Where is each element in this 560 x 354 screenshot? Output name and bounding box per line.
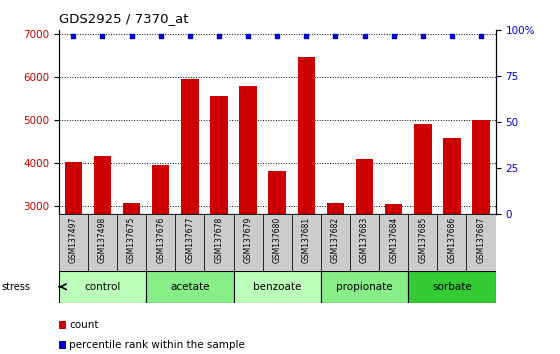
Bar (175, 214, 204, 271)
Bar (356, 159, 374, 214)
Point (127, 33, 136, 39)
Bar (181, 79, 199, 214)
Point (214, 33, 223, 39)
Bar (204, 214, 234, 271)
Point (447, 33, 456, 39)
Text: GSM137687: GSM137687 (477, 217, 486, 263)
Bar (263, 214, 292, 271)
Bar (437, 214, 466, 271)
Bar (123, 203, 141, 214)
Point (331, 33, 340, 39)
Bar (292, 214, 321, 271)
Bar (234, 271, 321, 303)
Text: stress: stress (1, 282, 30, 292)
Bar (321, 214, 350, 271)
Text: GSM137498: GSM137498 (98, 217, 107, 263)
Bar (94, 156, 111, 214)
Point (389, 33, 398, 39)
Bar (239, 86, 257, 214)
Text: GSM137686: GSM137686 (447, 217, 456, 263)
Bar (146, 271, 234, 303)
Bar (326, 204, 344, 214)
Bar (59, 271, 146, 303)
Text: GSM137679: GSM137679 (244, 217, 253, 263)
Text: GSM137680: GSM137680 (273, 217, 282, 263)
Point (302, 33, 311, 39)
Text: GDS2925 / 7370_at: GDS2925 / 7370_at (59, 12, 188, 25)
Bar (297, 57, 315, 214)
Text: GSM137678: GSM137678 (214, 217, 223, 263)
Bar (146, 214, 175, 271)
Bar (117, 214, 146, 271)
Bar (321, 271, 408, 303)
Bar (472, 120, 490, 214)
Bar (152, 165, 170, 214)
Text: control: control (85, 282, 120, 292)
Text: propionate: propionate (336, 282, 393, 292)
Text: sorbate: sorbate (432, 282, 472, 292)
Text: GSM137681: GSM137681 (302, 217, 311, 263)
Point (69, 33, 78, 39)
Point (273, 33, 282, 39)
Point (185, 33, 194, 39)
Point (156, 33, 165, 39)
Text: GSM137685: GSM137685 (418, 217, 427, 263)
Bar (443, 138, 461, 214)
Bar (268, 171, 286, 214)
Text: GSM137677: GSM137677 (185, 217, 194, 263)
Text: GSM137683: GSM137683 (360, 217, 369, 263)
Bar (466, 214, 496, 271)
Bar (350, 214, 379, 271)
Bar (414, 124, 432, 214)
Point (477, 33, 486, 39)
Text: count: count (69, 320, 99, 330)
Text: benzoate: benzoate (253, 282, 301, 292)
Bar (88, 214, 117, 271)
Point (418, 33, 427, 39)
Bar (379, 214, 408, 271)
Point (360, 33, 369, 39)
Text: GSM137497: GSM137497 (69, 217, 78, 263)
Point (98, 33, 107, 39)
Text: GSM137684: GSM137684 (389, 217, 398, 263)
Text: GSM137682: GSM137682 (331, 217, 340, 263)
Bar (385, 204, 403, 214)
Text: percentile rank within the sample: percentile rank within the sample (69, 340, 245, 350)
Point (244, 33, 253, 39)
Bar (210, 96, 228, 214)
Text: GSM137676: GSM137676 (156, 217, 165, 263)
Bar (408, 271, 496, 303)
Bar (234, 214, 263, 271)
Text: acetate: acetate (170, 282, 209, 292)
Text: GSM137675: GSM137675 (127, 217, 136, 263)
Bar (408, 214, 437, 271)
Bar (59, 214, 88, 271)
Bar (64, 162, 82, 214)
